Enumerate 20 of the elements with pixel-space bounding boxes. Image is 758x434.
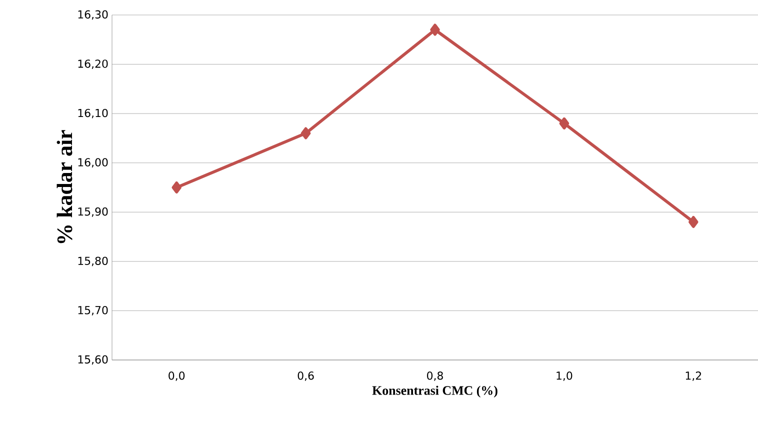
point <box>172 181 182 194</box>
y-tick-label: 16,10 <box>78 108 108 118</box>
y-tick-label: 16,20 <box>78 60 108 69</box>
point <box>300 127 311 140</box>
y-tick-label: 15,90 <box>78 207 108 217</box>
x-tick-label: 1,0 <box>556 372 572 381</box>
y-axis-title: % kadar air <box>56 130 72 244</box>
x-tick-label: 0,8 <box>427 372 443 381</box>
point <box>430 24 440 36</box>
y-tick-label: 15,80 <box>78 256 108 266</box>
x-axis-title: Konsentrasi CMC (%) <box>372 386 498 398</box>
point <box>559 117 570 130</box>
x-tick-label: 0,0 <box>168 372 185 381</box>
y-tick-label: 16,00 <box>78 158 108 168</box>
x-tick-label: 1,2 <box>686 372 702 381</box>
point <box>688 216 698 228</box>
y-tick-label: 15,70 <box>78 306 108 316</box>
y-tick-label: 16,30 <box>78 10 108 20</box>
x-tick-label: 0,6 <box>298 372 314 381</box>
y-tick-label: 15,60 <box>78 355 108 365</box>
